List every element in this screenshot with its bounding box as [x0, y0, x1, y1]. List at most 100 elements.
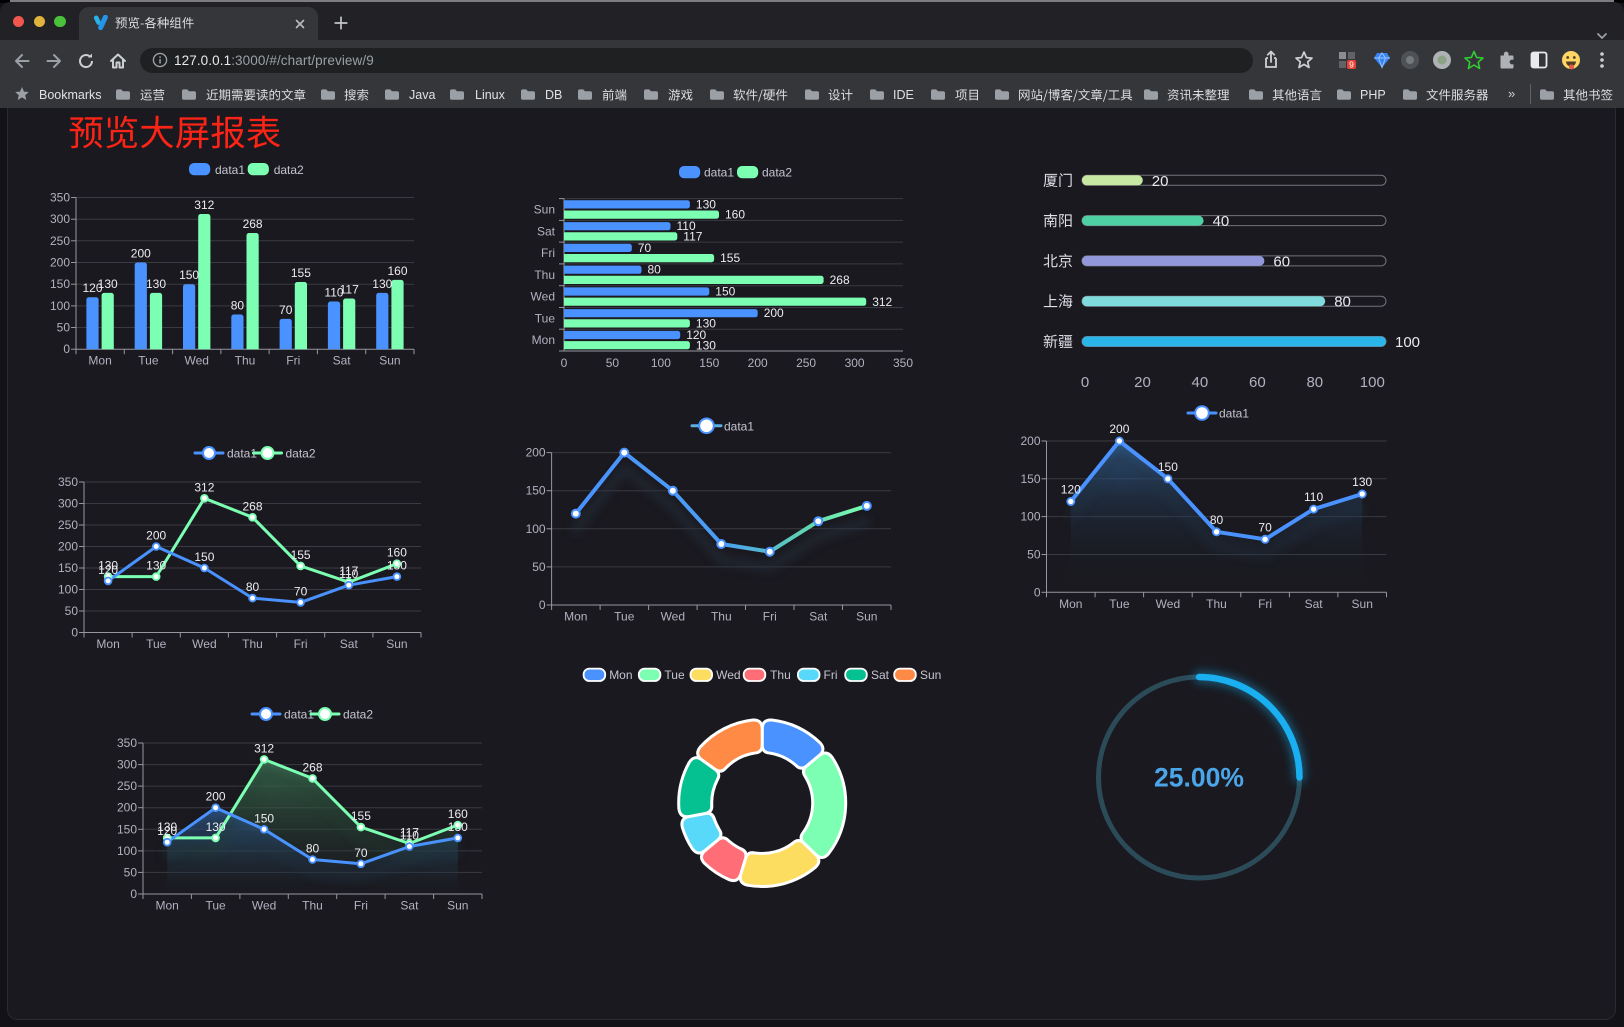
svg-text:120: 120: [686, 328, 706, 342]
svg-text:50: 50: [57, 321, 71, 335]
svg-text:150: 150: [1158, 460, 1178, 474]
svg-text:Fri: Fri: [354, 899, 368, 913]
svg-text:200: 200: [131, 247, 151, 261]
svg-text:150: 150: [194, 550, 214, 564]
svg-text:130: 130: [448, 820, 468, 834]
svg-text:200: 200: [1020, 434, 1040, 448]
svg-text:100: 100: [1360, 374, 1385, 391]
svg-text:Tue: Tue: [146, 637, 167, 651]
svg-text:80: 80: [246, 580, 260, 594]
svg-text:300: 300: [845, 356, 865, 370]
svg-text:160: 160: [725, 208, 745, 222]
svg-text:Thu: Thu: [302, 899, 323, 913]
svg-text:80: 80: [306, 842, 320, 856]
svg-text:data1: data1: [227, 447, 257, 461]
svg-text:Fri: Fri: [824, 668, 838, 682]
svg-text:0: 0: [539, 598, 546, 612]
svg-text:Fri: Fri: [286, 354, 300, 368]
svg-text:200: 200: [58, 540, 78, 554]
svg-text:Sun: Sun: [920, 668, 941, 682]
svg-text:Thu: Thu: [235, 354, 256, 368]
svg-text:Sun: Sun: [379, 354, 400, 368]
svg-text:50: 50: [606, 356, 620, 370]
svg-text:155: 155: [291, 548, 311, 562]
svg-text:250: 250: [796, 356, 816, 370]
svg-text:268: 268: [243, 217, 263, 231]
svg-text:130: 130: [146, 277, 166, 291]
svg-text:250: 250: [58, 518, 78, 532]
svg-text:130: 130: [1352, 475, 1372, 489]
svg-text:110: 110: [1304, 490, 1323, 504]
svg-text:80: 80: [1306, 374, 1323, 391]
svg-text:155: 155: [720, 251, 740, 265]
svg-text:70: 70: [638, 241, 652, 255]
svg-text:130: 130: [696, 338, 716, 352]
svg-text:9: 9: [1349, 59, 1354, 69]
svg-text:150: 150: [179, 268, 199, 282]
svg-text:Sun: Sun: [447, 899, 468, 913]
svg-text:130: 130: [387, 559, 407, 573]
svg-text:150: 150: [117, 822, 137, 836]
svg-text:100: 100: [526, 522, 546, 536]
svg-text:0: 0: [561, 356, 568, 370]
svg-text:130: 130: [696, 197, 716, 211]
svg-text:50: 50: [1027, 548, 1041, 562]
svg-text:268: 268: [302, 760, 322, 774]
svg-text:155: 155: [351, 809, 371, 823]
svg-text:40: 40: [1213, 213, 1230, 230]
svg-text:Thu: Thu: [534, 268, 555, 282]
svg-text:150: 150: [715, 284, 735, 298]
svg-text:117: 117: [400, 826, 419, 840]
svg-text:200: 200: [748, 356, 768, 370]
svg-text:Wed: Wed: [192, 637, 216, 651]
svg-text:Wed: Wed: [1156, 597, 1180, 611]
svg-text:70: 70: [354, 846, 368, 860]
svg-text:300: 300: [117, 758, 137, 772]
svg-text:Fri: Fri: [1258, 597, 1272, 611]
svg-text:250: 250: [50, 234, 70, 248]
svg-text:Thu: Thu: [1206, 597, 1227, 611]
svg-text:data1: data1: [704, 166, 734, 180]
svg-text:120: 120: [1061, 483, 1081, 497]
svg-text:25.00%: 25.00%: [1154, 763, 1244, 793]
svg-text:data2: data2: [274, 163, 304, 177]
svg-text:200: 200: [50, 256, 70, 270]
svg-text:160: 160: [387, 546, 407, 560]
svg-text:312: 312: [194, 198, 214, 212]
svg-text:160: 160: [448, 807, 468, 821]
svg-text:Sun: Sun: [856, 610, 877, 624]
svg-text:70: 70: [279, 303, 293, 317]
svg-text:Tue: Tue: [614, 610, 635, 624]
svg-text:Sat: Sat: [333, 354, 352, 368]
svg-text:Fri: Fri: [294, 637, 308, 651]
svg-text:Sat: Sat: [537, 224, 556, 238]
svg-text:100: 100: [58, 583, 78, 597]
svg-text:Fri: Fri: [763, 610, 777, 624]
svg-text:150: 150: [254, 811, 274, 825]
svg-text:150: 150: [50, 277, 70, 291]
svg-text:data1: data1: [284, 708, 314, 722]
svg-text:Sat: Sat: [340, 637, 359, 651]
svg-text:150: 150: [526, 484, 546, 498]
svg-text:Tue: Tue: [535, 311, 556, 325]
svg-text:data1: data1: [1219, 407, 1249, 421]
svg-text:150: 150: [1020, 472, 1040, 486]
svg-text:0: 0: [1034, 585, 1041, 599]
svg-text:120: 120: [157, 824, 177, 838]
svg-text:117: 117: [683, 230, 702, 244]
svg-text:0: 0: [71, 626, 78, 640]
svg-text:Wed: Wed: [661, 610, 685, 624]
svg-text:80: 80: [1210, 513, 1224, 527]
svg-text:Tue: Tue: [138, 354, 159, 368]
svg-text:data1: data1: [215, 163, 245, 177]
svg-text:Sat: Sat: [809, 610, 828, 624]
svg-text:110: 110: [400, 829, 419, 843]
svg-text:200: 200: [764, 306, 784, 320]
svg-text:268: 268: [242, 499, 262, 513]
svg-text:160: 160: [387, 264, 407, 278]
svg-text:130: 130: [98, 559, 118, 573]
svg-text:100: 100: [50, 299, 70, 313]
svg-text:Sat: Sat: [1305, 597, 1324, 611]
svg-text:312: 312: [254, 741, 274, 755]
svg-text:20: 20: [1152, 173, 1169, 190]
